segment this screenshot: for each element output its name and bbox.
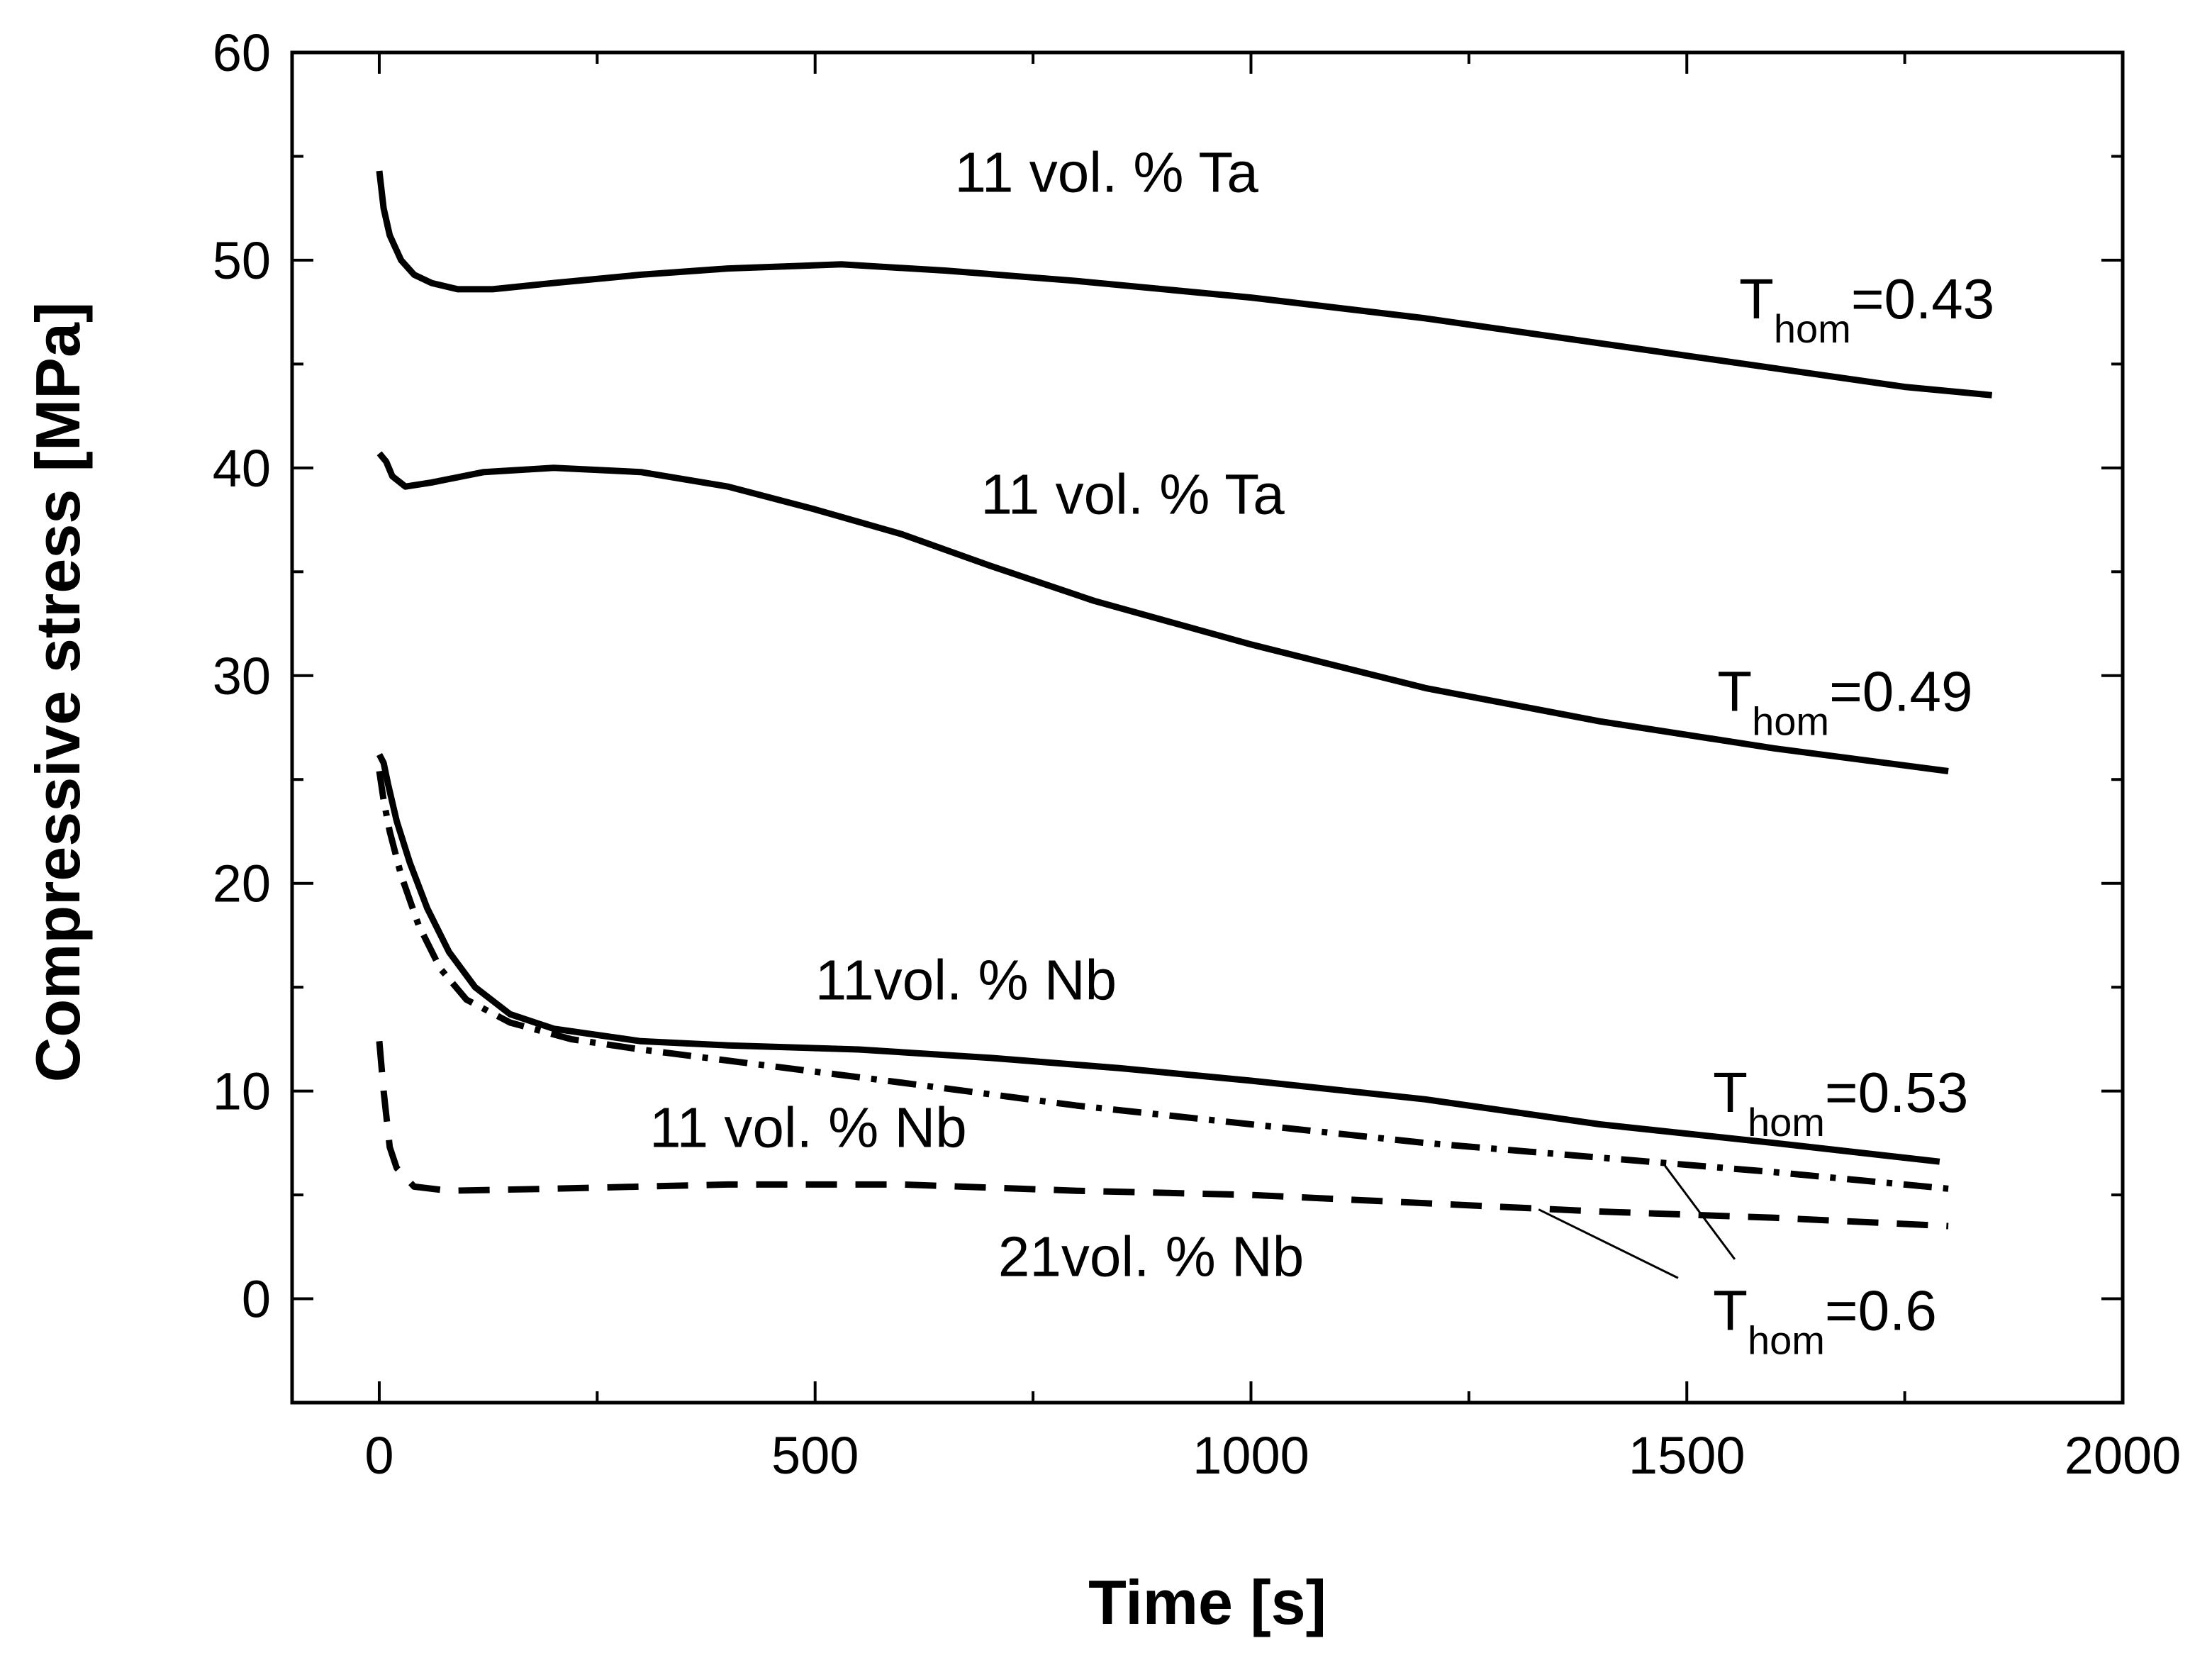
series-line-1: [376, 170, 1993, 399]
annotation-label: Thom=0.43: [1739, 267, 1994, 351]
x-tick-label: 2000: [2065, 1426, 2182, 1485]
series-line-3: [376, 753, 1940, 1165]
plot-frame: [290, 50, 2125, 1405]
annotation-label: Thom=0.6: [1713, 1279, 1937, 1362]
x-tick-label: 500: [771, 1426, 859, 1485]
y-tick-label: 30: [213, 647, 271, 706]
leader-line: [1664, 1165, 1736, 1260]
annotation-label: Thom=0.53: [1713, 1061, 1968, 1145]
x-tick-label: 1000: [1192, 1426, 1309, 1485]
x-axis-title: Time [s]: [1088, 1567, 1326, 1637]
y-axis-title: Compressive stress [MPa]: [23, 302, 93, 1082]
y-tick-label: 40: [213, 439, 271, 498]
y-tick-label: 50: [213, 231, 271, 290]
series-group: [376, 170, 1993, 1230]
annotation-label: 11 vol. % Nb: [649, 1096, 967, 1159]
annotation-label: 11vol. % Nb: [815, 949, 1117, 1012]
y-tick-label: 60: [213, 23, 271, 82]
series-line-2: [376, 451, 1949, 774]
y-tick-label: 10: [213, 1062, 271, 1121]
y-tick-label: 20: [213, 854, 271, 913]
series-line-4: [376, 770, 1949, 1192]
x-tick-label: 1500: [1629, 1426, 1745, 1485]
annotation-label: 11 vol. % Ta: [954, 140, 1258, 204]
leader-lines: [1538, 1165, 1736, 1279]
x-tick-label: 0: [364, 1426, 393, 1485]
annotations: 11 vol. % Ta Thom=0.43 11 vol. % Ta Thom=0.…: [649, 140, 1994, 1362]
annotation-label: Thom=0.49: [1717, 660, 1972, 744]
leader-line: [1538, 1208, 1679, 1279]
axis-ticks: 0 500 1000 1500 2000 0 10 20 30 40 50 60: [213, 23, 2182, 1485]
y-tick-label: 0: [242, 1270, 271, 1329]
annotation-label: 21vol. % Nb: [998, 1225, 1304, 1288]
annotation-label: 11 vol. % Ta: [981, 462, 1285, 525]
series-line-5: [376, 1040, 1949, 1230]
